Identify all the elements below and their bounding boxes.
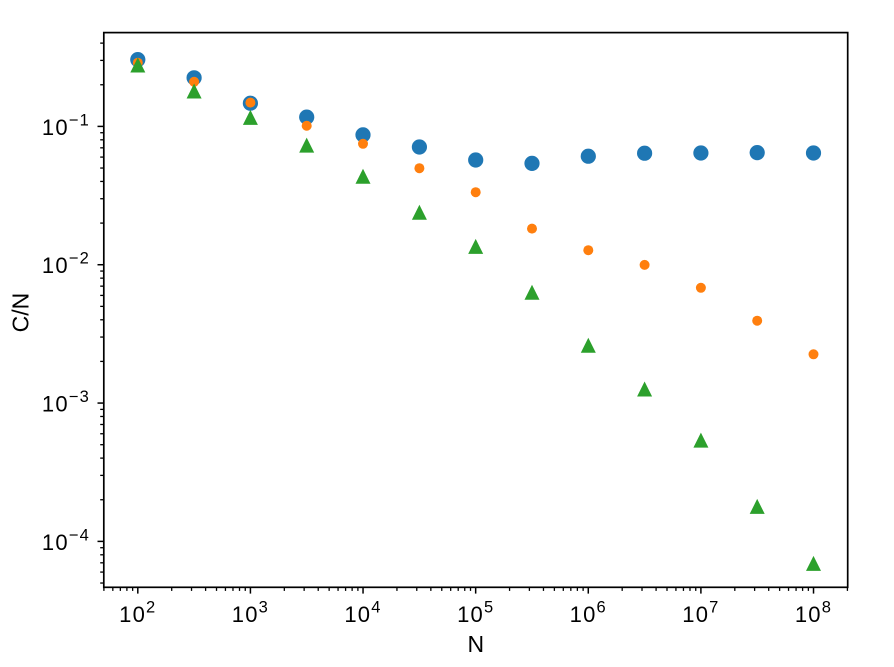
svg-text:C/N: C/N xyxy=(8,293,34,333)
svg-text:105: 105 xyxy=(457,599,494,628)
svg-text:107: 107 xyxy=(682,599,719,628)
svg-text:N: N xyxy=(467,631,484,657)
svg-text:104: 104 xyxy=(344,599,381,628)
